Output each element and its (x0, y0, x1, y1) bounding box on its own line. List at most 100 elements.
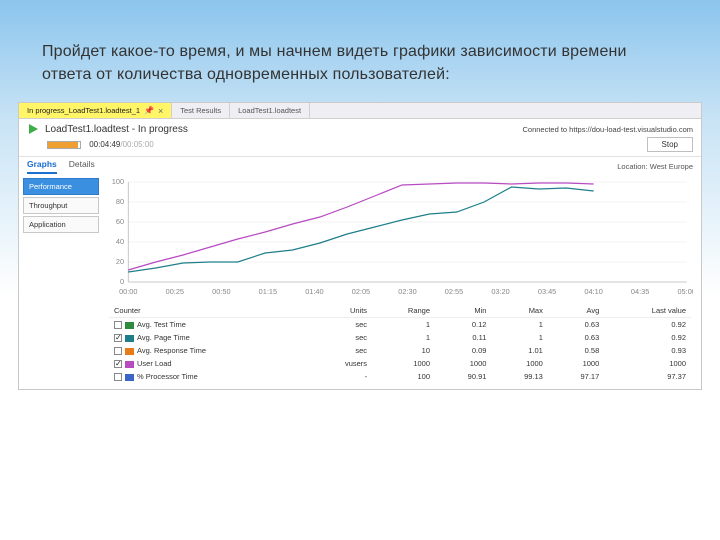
legend-cell-max: 1 (491, 331, 547, 344)
legend-row[interactable]: % Processor Time -10090.9199.1397.1797.37 (109, 370, 691, 383)
svg-text:00:50: 00:50 (212, 289, 230, 297)
connection-status: Connected to https://dou-load-test.visua… (522, 125, 693, 134)
legend-row[interactable]: Avg. Page Timesec10.1110.630.92 (109, 331, 691, 344)
timer-row: 00:04:49/00:05:00 Stop (19, 137, 701, 156)
tab-test-results[interactable]: Test Results (172, 103, 230, 118)
legend-header: Counter (109, 304, 309, 318)
play-icon (27, 123, 39, 135)
legend-counter-cell: Avg. Response Time (109, 344, 309, 357)
legend-cell-last: 0.92 (604, 318, 691, 332)
legend-cell-units: vusers (309, 357, 372, 370)
legend-cell-last: 1000 (604, 357, 691, 370)
svg-text:02:30: 02:30 (398, 289, 416, 297)
legend-cell-range: 1 (372, 318, 435, 332)
legend-cell-min: 0.12 (435, 318, 491, 332)
stop-button[interactable]: Stop (647, 137, 693, 152)
legend-cell-max: 1000 (491, 357, 547, 370)
color-swatch (125, 322, 134, 329)
legend-cell-last: 0.93 (604, 344, 691, 357)
page-title: LoadTest1.loadtest - In progress (45, 124, 188, 135)
checkbox-icon[interactable] (114, 347, 122, 355)
legend-header: Units (309, 304, 372, 318)
svg-text:100: 100 (112, 179, 124, 187)
svg-text:03:45: 03:45 (538, 289, 556, 297)
legend-cell-units: sec (309, 331, 372, 344)
color-swatch (125, 335, 134, 342)
side-throughput[interactable]: Throughput (23, 197, 99, 214)
legend-cell-range: 100 (372, 370, 435, 383)
legend-row[interactable]: Avg. Test Timesec10.1210.630.92 (109, 318, 691, 332)
slide-paragraph: Пройдет какое-то время, и мы начнем виде… (0, 0, 720, 96)
svg-text:01:40: 01:40 (305, 289, 323, 297)
svg-text:80: 80 (116, 199, 124, 207)
counter-name: User Load (137, 359, 172, 368)
legend-header: Max (491, 304, 547, 318)
legend-counter-cell: Avg. Page Time (109, 331, 309, 344)
legend-cell-units: - (309, 370, 372, 383)
legend-cell-max: 1 (491, 318, 547, 332)
svg-text:04:35: 04:35 (631, 289, 649, 297)
legend-cell-min: 1000 (435, 357, 491, 370)
legend-counter-cell: % Processor Time (109, 370, 309, 383)
subnav-graphs[interactable]: Graphs (27, 159, 57, 174)
legend-cell-avg: 0.63 (548, 318, 604, 332)
chart-container: 02040608010000:0000:2500:5001:1501:4002:… (101, 178, 697, 300)
legend-cell-units: sec (309, 344, 372, 357)
svg-text:00:25: 00:25 (166, 289, 184, 297)
side-performance[interactable]: Performance (23, 178, 99, 195)
svg-text:04:10: 04:10 (584, 289, 602, 297)
color-swatch (125, 361, 134, 368)
total-time: /00:05:00 (120, 140, 153, 149)
line-chart: 02040608010000:0000:2500:5001:1501:4002:… (103, 178, 693, 298)
tab-label: Test Results (180, 106, 221, 115)
svg-text:01:15: 01:15 (259, 289, 277, 297)
progress-bar (47, 141, 81, 149)
svg-text:00:00: 00:00 (119, 289, 137, 297)
legend-cell-last: 97.37 (604, 370, 691, 383)
checkbox-icon[interactable] (114, 373, 122, 381)
legend-counter-cell: Avg. Test Time (109, 318, 309, 332)
chart-sidebar: Performance Throughput Application (23, 178, 99, 300)
legend-row[interactable]: User Loadvusers10001000100010001000 (109, 357, 691, 370)
legend-cell-min: 0.11 (435, 331, 491, 344)
tab-label: In progress_LoadTest1.loadtest_1 (27, 106, 140, 115)
location-label: Location: West Europe (617, 162, 693, 171)
vs-window: In progress_LoadTest1.loadtest_1 📌 × Tes… (18, 102, 702, 390)
svg-text:60: 60 (116, 219, 124, 227)
subnav-details[interactable]: Details (69, 159, 95, 174)
tab-loadtest-progress[interactable]: In progress_LoadTest1.loadtest_1 📌 × (19, 103, 172, 118)
header-row: LoadTest1.loadtest - In progress Connect… (19, 119, 701, 137)
legend-cell-avg: 0.58 (548, 344, 604, 357)
svg-text:02:55: 02:55 (445, 289, 463, 297)
counter-name: Avg. Page Time (137, 333, 190, 342)
legend-cell-range: 10 (372, 344, 435, 357)
legend-cell-avg: 97.17 (548, 370, 604, 383)
svg-text:20: 20 (116, 259, 124, 267)
tab-label: LoadTest1.loadtest (238, 106, 301, 115)
legend-cell-range: 1 (372, 331, 435, 344)
legend-cell-max: 99.13 (491, 370, 547, 383)
legend-row[interactable]: Avg. Response Timesec100.091.010.580.93 (109, 344, 691, 357)
elapsed-time: 00:04:49 (89, 140, 120, 149)
svg-text:03:20: 03:20 (491, 289, 509, 297)
close-icon[interactable]: × (158, 106, 163, 116)
legend-cell-max: 1.01 (491, 344, 547, 357)
side-application[interactable]: Application (23, 216, 99, 233)
legend-cell-avg: 1000 (548, 357, 604, 370)
svg-text:02:05: 02:05 (352, 289, 370, 297)
legend-cell-last: 0.92 (604, 331, 691, 344)
legend-cell-min: 90.91 (435, 370, 491, 383)
legend-cell-range: 1000 (372, 357, 435, 370)
checkbox-icon[interactable] (114, 334, 122, 342)
color-swatch (125, 374, 134, 381)
counter-name: % Processor Time (137, 372, 198, 381)
subnav: Graphs Details Location: West Europe (19, 156, 701, 174)
legend-cell-units: sec (309, 318, 372, 332)
tab-loadtest-file[interactable]: LoadTest1.loadtest (230, 103, 310, 118)
svg-text:40: 40 (116, 239, 124, 247)
progress-fill (48, 142, 78, 148)
checkbox-icon[interactable] (114, 321, 122, 329)
checkbox-icon[interactable] (114, 360, 122, 368)
svg-text:05:00: 05:00 (677, 289, 693, 297)
pin-icon[interactable]: 📌 (144, 106, 154, 115)
